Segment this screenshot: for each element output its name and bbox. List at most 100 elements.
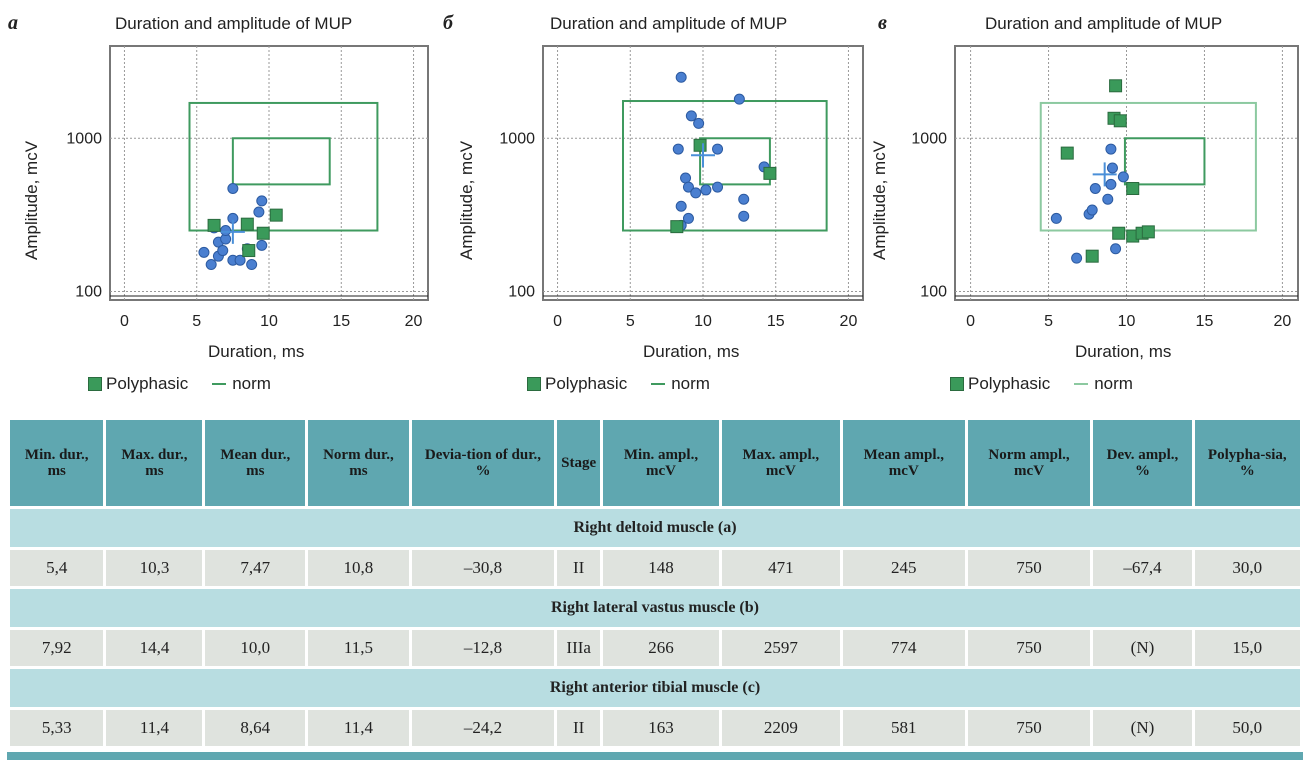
table-cell: 10,3: [106, 550, 203, 586]
table-footer-bar: [7, 752, 1303, 760]
x-tick-label: 0: [966, 313, 975, 330]
norm-legend-icon: [212, 383, 227, 385]
table-cell: –24,2: [411, 710, 555, 746]
mup-point: [1105, 178, 1117, 190]
x-tick-label: 10: [694, 313, 712, 330]
table-cell: (N): [1093, 630, 1192, 666]
polyphasic-point: [1113, 114, 1127, 128]
mup-point: [1050, 212, 1062, 224]
legend-polyphasic: Polyphasic: [968, 374, 1051, 393]
mup-point: [690, 187, 702, 199]
mup-point: [1106, 162, 1118, 174]
table-cell: 148: [603, 550, 719, 586]
table-cell: 15,0: [1194, 630, 1300, 666]
mup-point: [682, 212, 694, 224]
table-cell: 2597: [721, 630, 840, 666]
legend-polyphasic: Polyphasic: [106, 374, 189, 393]
table-cell: 581: [842, 710, 965, 746]
polyphasic-legend-icon: [950, 377, 964, 391]
results-table: Min. dur., ms Max. dur., ms Mean dur., m…: [7, 417, 1303, 749]
x-tick-label: 5: [192, 313, 201, 330]
table-cell: 774: [842, 630, 965, 666]
table-header-row: Min. dur., ms Max. dur., ms Mean dur., m…: [10, 420, 1300, 506]
section-title: Right anterior tibial muscle (c): [10, 669, 1300, 707]
mup-point: [1102, 193, 1114, 205]
y-axis-label: Amplitude, mcV: [22, 140, 41, 260]
mup-point: [1089, 183, 1101, 195]
mup-point: [700, 184, 712, 196]
x-axis-label: Duration, ms: [1075, 342, 1172, 361]
x-axis-label: Duration, ms: [643, 342, 740, 361]
legend: Polyphasic norm: [950, 374, 1133, 394]
table-cell: 11,4: [106, 710, 203, 746]
y-tick-label: 100: [920, 283, 947, 300]
chart-title: Duration and amplitude of MUP: [985, 14, 1223, 33]
mup-point: [1105, 143, 1117, 155]
x-tick-label: 15: [332, 313, 350, 330]
plot-frame: [542, 45, 864, 301]
y-tick-label: 100: [75, 283, 102, 300]
x-axis-label: Duration, ms: [208, 342, 305, 361]
scatter-plot: 0 5 10 15 20 1000 100: [499, 45, 864, 330]
col-header: Mean ampl., mcV: [842, 420, 965, 506]
x-tick-label: 5: [626, 313, 635, 330]
mup-point: [256, 195, 268, 207]
polyphasic-point: [670, 220, 684, 234]
mup-point: [682, 181, 694, 193]
col-header: Max. ampl., mcV: [721, 420, 840, 506]
polyphasic-point: [207, 218, 221, 232]
table-cell: –67,4: [1093, 550, 1192, 586]
norm-inner-box: [1123, 137, 1206, 186]
legend-norm: norm: [1094, 374, 1133, 393]
table-row: 7,92 14,4 10,0 11,5 –12,8 IIIa 266 2597 774 750 (N…: [10, 630, 1300, 666]
polyphasic-point: [240, 217, 254, 231]
mup-point: [1071, 252, 1083, 264]
table-cell: 2209: [721, 710, 840, 746]
table-body: Right deltoid muscle (a) 5,4 10,3 7,47 10,8–…: [10, 509, 1300, 746]
chart-panel-b: б Duration and amplitude of MUP 0 5 10 15 20…: [435, 0, 865, 400]
table-cell: 10,0: [205, 630, 306, 666]
chart-title: Duration and amplitude of MUP: [550, 14, 788, 33]
table-cell: II: [557, 550, 601, 586]
norm-outer-box: [622, 100, 828, 232]
norm-outer-box: [188, 101, 379, 232]
mup-point: [672, 143, 684, 155]
mup-point: [675, 71, 687, 83]
y-axis-label: Amplitude, mcV: [870, 140, 889, 260]
norm-legend-icon: [651, 383, 666, 385]
table-cell: 750: [967, 550, 1091, 586]
table-cell: 245: [842, 550, 965, 586]
mup-point: [217, 245, 229, 257]
col-header: Devia-tion of dur., %: [411, 420, 555, 506]
col-header: Min. dur., ms: [10, 420, 104, 506]
mup-point: [253, 206, 265, 218]
col-header: Min. ampl., mcV: [603, 420, 719, 506]
polyphasic-point: [763, 166, 777, 180]
table-cell: II: [557, 710, 601, 746]
mup-point: [205, 259, 217, 271]
polyphasic-point: [256, 226, 270, 240]
table-cell: 11,4: [308, 710, 409, 746]
col-header: Mean dur., ms: [205, 420, 306, 506]
x-tick-label: 20: [405, 313, 423, 330]
mup-point: [234, 254, 246, 266]
table-cell: 266: [603, 630, 719, 666]
table-cell: –30,8: [411, 550, 555, 586]
polyphasic-point: [242, 244, 256, 258]
col-header: Norm ampl., mcV: [967, 420, 1091, 506]
table-cell: 14,4: [106, 630, 203, 666]
polyphasic-point: [269, 208, 283, 222]
polyphasic-point: [1109, 79, 1123, 93]
x-tick-label: 20: [1274, 313, 1292, 330]
table-cell: 30,0: [1194, 550, 1300, 586]
mup-point: [685, 110, 697, 122]
mup-point: [1086, 204, 1098, 216]
table-cell: 7,92: [10, 630, 104, 666]
x-tick-label: 20: [840, 313, 858, 330]
legend-norm: norm: [671, 374, 710, 393]
polyphasic-point: [1060, 146, 1074, 160]
section-title: Right lateral vastus muscle (b): [10, 589, 1300, 627]
table-cell: 5,4: [10, 550, 104, 586]
table-cell: 163: [603, 710, 719, 746]
polyphasic-legend-icon: [88, 377, 102, 391]
